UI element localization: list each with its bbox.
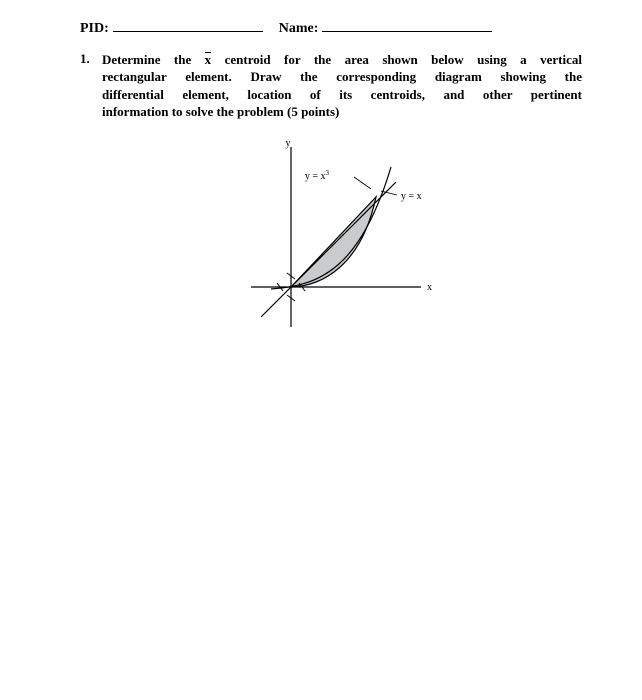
leader-cubic (354, 177, 371, 189)
line-y-equals-x (261, 182, 396, 317)
question-number: 1. (80, 51, 94, 121)
y-axis-label: y (286, 138, 291, 149)
header-row: PID: Name: (80, 18, 582, 37)
label-y-equals-x: y = x (401, 191, 422, 202)
name-label: Name: (279, 21, 319, 37)
curve-y-equals-x3 (271, 167, 391, 289)
pid-field: PID: (80, 18, 263, 37)
pid-blank[interactable] (113, 18, 263, 32)
figure-wrap: y x y = x3 y = x (80, 137, 582, 337)
question-line-3: differential element, location of its ce… (102, 86, 582, 104)
x-axis-label: x (427, 282, 432, 293)
name-field: Name: (279, 18, 493, 37)
centroid-figure: y x y = x3 y = x (221, 137, 441, 337)
question-line-4: information to solve the problem (5 poin… (102, 103, 582, 121)
name-blank[interactable] (322, 18, 492, 32)
label-y-equals-x3: y = x3 (305, 169, 330, 182)
pid-label: PID: (80, 21, 109, 37)
question-body: Determine the x centroid for the area sh… (102, 51, 582, 121)
x-bar-symbol: x (205, 51, 212, 69)
page-root: PID: Name: 1. Determine the x centroid f… (0, 0, 642, 337)
question-line-2: rectangular element. Draw the correspond… (102, 68, 582, 86)
question-line-1: Determine the x centroid for the area sh… (102, 51, 582, 69)
question-1: 1. Determine the x centroid for the area… (80, 51, 582, 121)
